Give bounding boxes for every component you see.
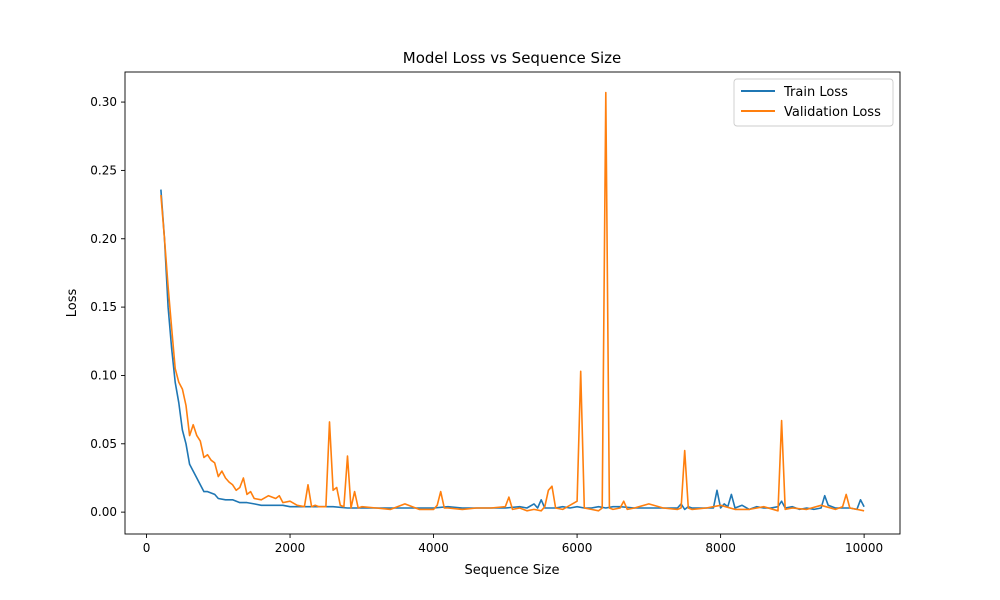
- x-tick-label: 0: [143, 541, 151, 555]
- x-tick-label: 8000: [705, 541, 736, 555]
- x-tick-label: 10000: [845, 541, 883, 555]
- y-tick-label: 0.20: [90, 232, 117, 246]
- x-axis-ticks: 0 2000 4000 6000 8000 10000: [143, 534, 883, 555]
- legend-label-validation-loss: Validation Loss: [784, 105, 881, 120]
- plot-frame: [124, 71, 901, 535]
- x-axis-label: Sequence Size: [465, 563, 560, 578]
- legend: Train Loss Validation Loss: [733, 78, 894, 127]
- y-tick-label: 0.15: [90, 300, 117, 314]
- y-tick-label: 0.05: [90, 437, 117, 451]
- series-line-validation-loss: [160, 91, 865, 512]
- y-tick-label: 0.25: [90, 163, 117, 177]
- series-group: [160, 91, 865, 512]
- x-tick-label: 4000: [418, 541, 449, 555]
- y-tick-label: 0.10: [90, 368, 117, 382]
- y-axis-ticks: 0.00 0.05 0.10 0.15 0.20 0.25 0.30: [90, 95, 125, 519]
- x-tick-label: 2000: [275, 541, 306, 555]
- chart-title: Model Loss vs Sequence Size: [403, 49, 621, 67]
- legend-label-train-loss: Train Loss: [783, 85, 848, 100]
- y-tick-label: 0.30: [90, 95, 117, 109]
- y-tick-label: 0.00: [90, 505, 117, 519]
- x-tick-label: 6000: [562, 541, 593, 555]
- y-axis-label: Loss: [65, 289, 80, 318]
